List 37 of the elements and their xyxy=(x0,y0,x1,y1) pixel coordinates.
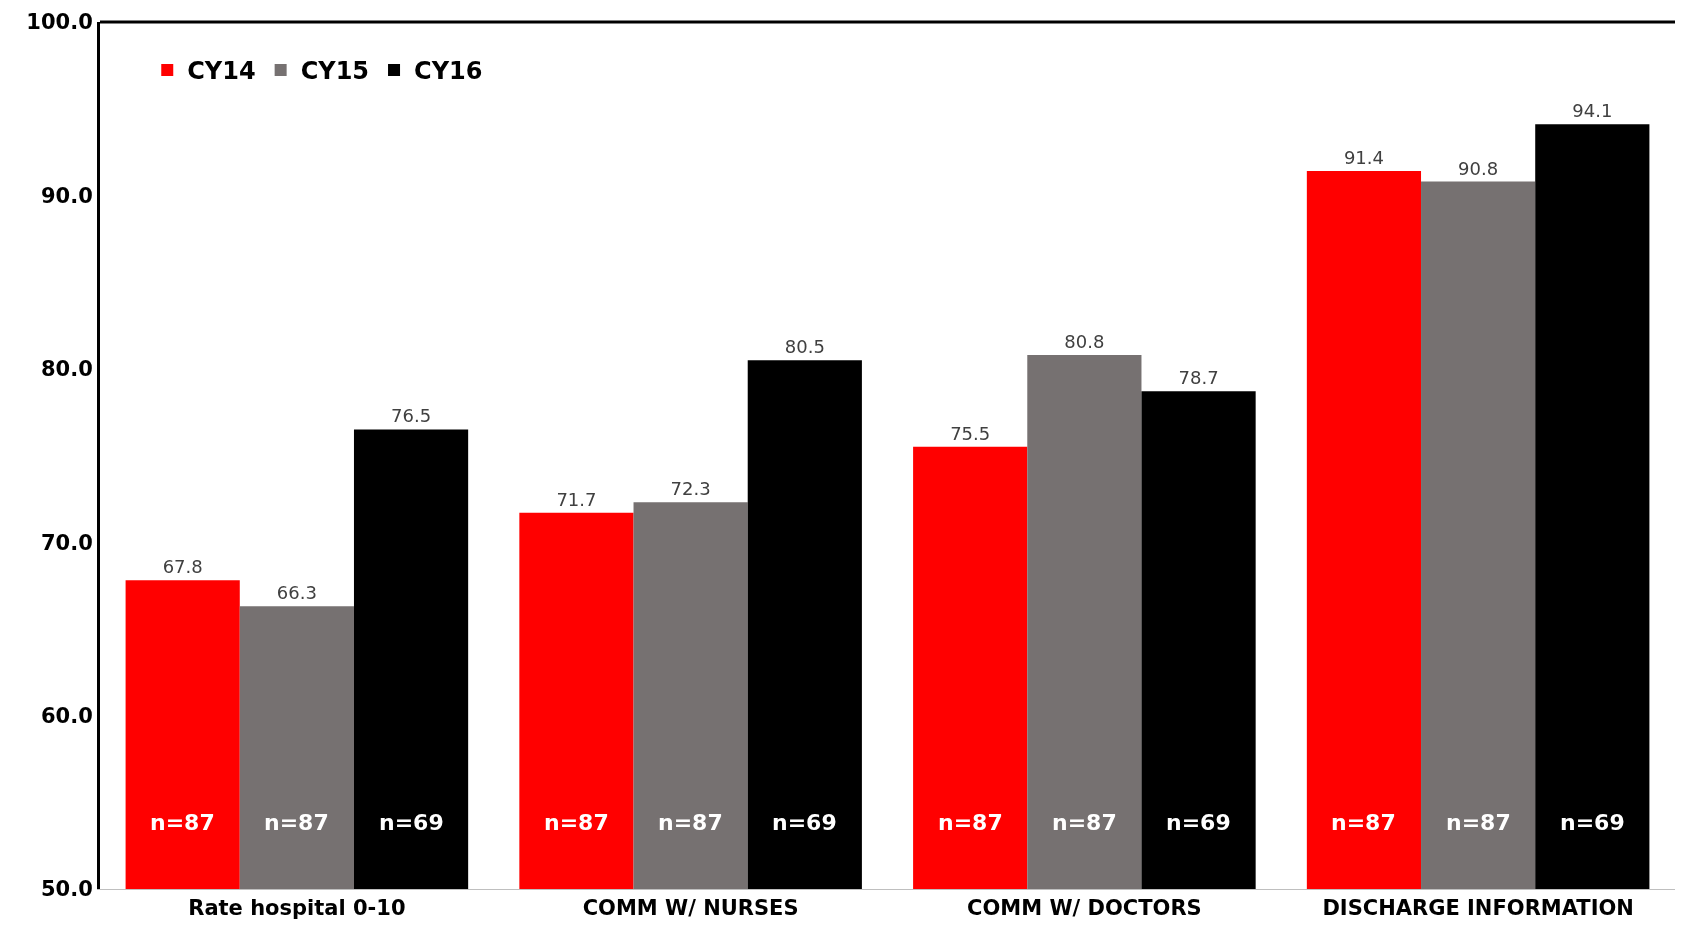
x-tick-label: Rate hospital 0-10 xyxy=(188,896,406,921)
data-label: 71.7 xyxy=(556,488,597,510)
y-tick-label: 70.0 xyxy=(40,530,93,555)
data-label: 76.5 xyxy=(391,405,432,427)
annotation: n=87 xyxy=(264,810,329,835)
data-label: 94.1 xyxy=(1572,100,1613,122)
data-label: 78.7 xyxy=(1178,367,1219,389)
annotation: n=87 xyxy=(658,810,723,835)
annotation: n=69 xyxy=(379,810,444,835)
annotation: n=69 xyxy=(1560,810,1625,835)
legend-label: CY14 xyxy=(187,57,256,86)
data-label: 91.4 xyxy=(1343,147,1384,169)
annotation: n=87 xyxy=(1052,810,1117,835)
legend-label: CY16 xyxy=(414,57,483,86)
x-tick-label: COMM W/ NURSES xyxy=(582,896,799,921)
annotation: n=87 xyxy=(938,810,1003,835)
y-tick-label: 100.0 xyxy=(26,10,93,35)
data-label: 72.3 xyxy=(670,478,711,500)
annotation: n=69 xyxy=(1166,810,1231,835)
x-tick-label: COMM W/ DOCTORS xyxy=(967,896,1202,921)
data-label: 67.8 xyxy=(162,556,203,578)
x-tick-label: DISCHARGE INFORMATION xyxy=(1322,896,1634,921)
legend-label: CY15 xyxy=(300,57,370,86)
data-label: 80.8 xyxy=(1064,330,1105,352)
y-tick-label: 90.0 xyxy=(40,183,93,208)
y-tick-label: 60.0 xyxy=(40,703,93,728)
annotation: n=87 xyxy=(1331,810,1396,835)
annotation: n=87 xyxy=(150,810,215,835)
data-label: 80.5 xyxy=(784,336,825,358)
annotation: n=87 xyxy=(544,810,609,835)
data-label: 75.5 xyxy=(950,422,991,444)
annotation: n=69 xyxy=(772,810,837,835)
y-tick-label: 50.0 xyxy=(40,877,93,902)
y-tick-label: 80.0 xyxy=(40,357,93,382)
annotation: n=87 xyxy=(1446,810,1511,835)
data-label: 90.8 xyxy=(1458,157,1499,179)
data-label: 66.3 xyxy=(276,582,317,604)
